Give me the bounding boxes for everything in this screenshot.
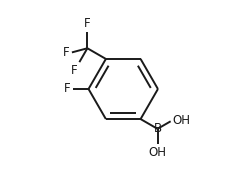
Text: B: B <box>154 122 162 135</box>
Text: OH: OH <box>149 146 167 159</box>
Text: F: F <box>63 46 69 59</box>
Text: F: F <box>84 17 91 30</box>
Text: F: F <box>71 64 78 77</box>
Text: OH: OH <box>172 114 190 127</box>
Text: F: F <box>64 82 70 96</box>
